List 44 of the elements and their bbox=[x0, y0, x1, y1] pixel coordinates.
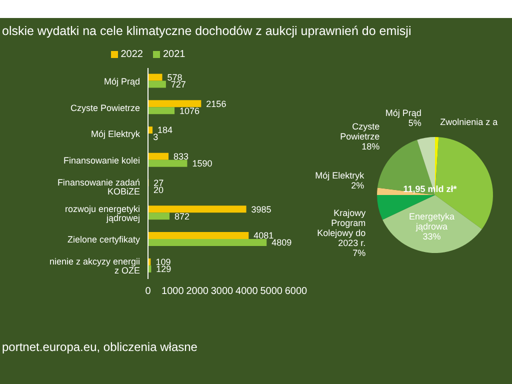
x-tick-label: 6000 bbox=[284, 286, 308, 298]
data-label: 18% bbox=[362, 142, 380, 152]
x-tick-label: 5000 bbox=[260, 286, 283, 298]
y-tick-label: Mój Prąd bbox=[104, 76, 140, 86]
data-label: 4081 bbox=[254, 230, 274, 241]
data-label: 833 bbox=[174, 152, 189, 162]
y-tick-label: Zielone certyfikaty bbox=[67, 234, 140, 245]
y-tick-label: Finansowanie zadań KOBiZE bbox=[57, 177, 140, 196]
slice-label: Czyste Powietrze bbox=[340, 122, 380, 142]
y-tick-label: Mój Elektryk bbox=[90, 129, 140, 140]
data-label: 3 bbox=[153, 132, 158, 142]
legend-label: 2021 bbox=[162, 49, 186, 60]
data-label: 1076 bbox=[180, 106, 200, 116]
data-label: 872 bbox=[174, 211, 190, 222]
x-tick-label: 4000 bbox=[236, 286, 258, 298]
data-label: 33% bbox=[422, 232, 441, 242]
data-label: 184 bbox=[158, 125, 173, 136]
slice-label: Krajowy Program Kolejowy do 2023 r. bbox=[317, 208, 366, 248]
x-tick-label: 3000 bbox=[210, 286, 234, 298]
data-label: 20 bbox=[153, 185, 164, 195]
slice-label: Mój Elektryk bbox=[315, 170, 365, 181]
y-tick-label: Finansowanie kolei bbox=[63, 156, 140, 166]
x-tick-label: 1000 bbox=[162, 286, 184, 298]
y-tick-label: nienie z akcyzy energii z OZE bbox=[49, 256, 140, 276]
data-label: 3985 bbox=[251, 204, 272, 214]
data-label: 4809 bbox=[272, 238, 292, 248]
slice-label: Mój Prąd bbox=[385, 108, 422, 118]
data-label: 129 bbox=[156, 264, 172, 274]
chart-title: olskie wydatki na cele klimatyczne dochodów z aukcji uprawnień do emisji bbox=[2, 24, 412, 38]
x-tick-label: 0 bbox=[145, 286, 152, 298]
text: portnet.europa.eu, obliczenia własne bbox=[2, 340, 198, 354]
data-label: 7% bbox=[352, 248, 366, 258]
data-label: 578 bbox=[167, 72, 182, 82]
data-label: 1590 bbox=[192, 158, 212, 169]
x-tick-label: 2000 bbox=[186, 286, 209, 298]
data-label: 2% bbox=[351, 180, 364, 191]
data-label: 5% bbox=[408, 118, 422, 128]
data-label: 27 bbox=[154, 178, 164, 188]
slice-label: Energetyka jądrowa bbox=[408, 212, 454, 232]
y-tick-label: Czyste Powietrze bbox=[70, 102, 140, 113]
data-label: 2156 bbox=[206, 98, 226, 109]
slice-label: Zwolnienia z a bbox=[440, 117, 498, 128]
y-tick-label: rozwoju energetyki jądrowej bbox=[64, 204, 140, 223]
legend-label: 2022 bbox=[120, 49, 143, 60]
